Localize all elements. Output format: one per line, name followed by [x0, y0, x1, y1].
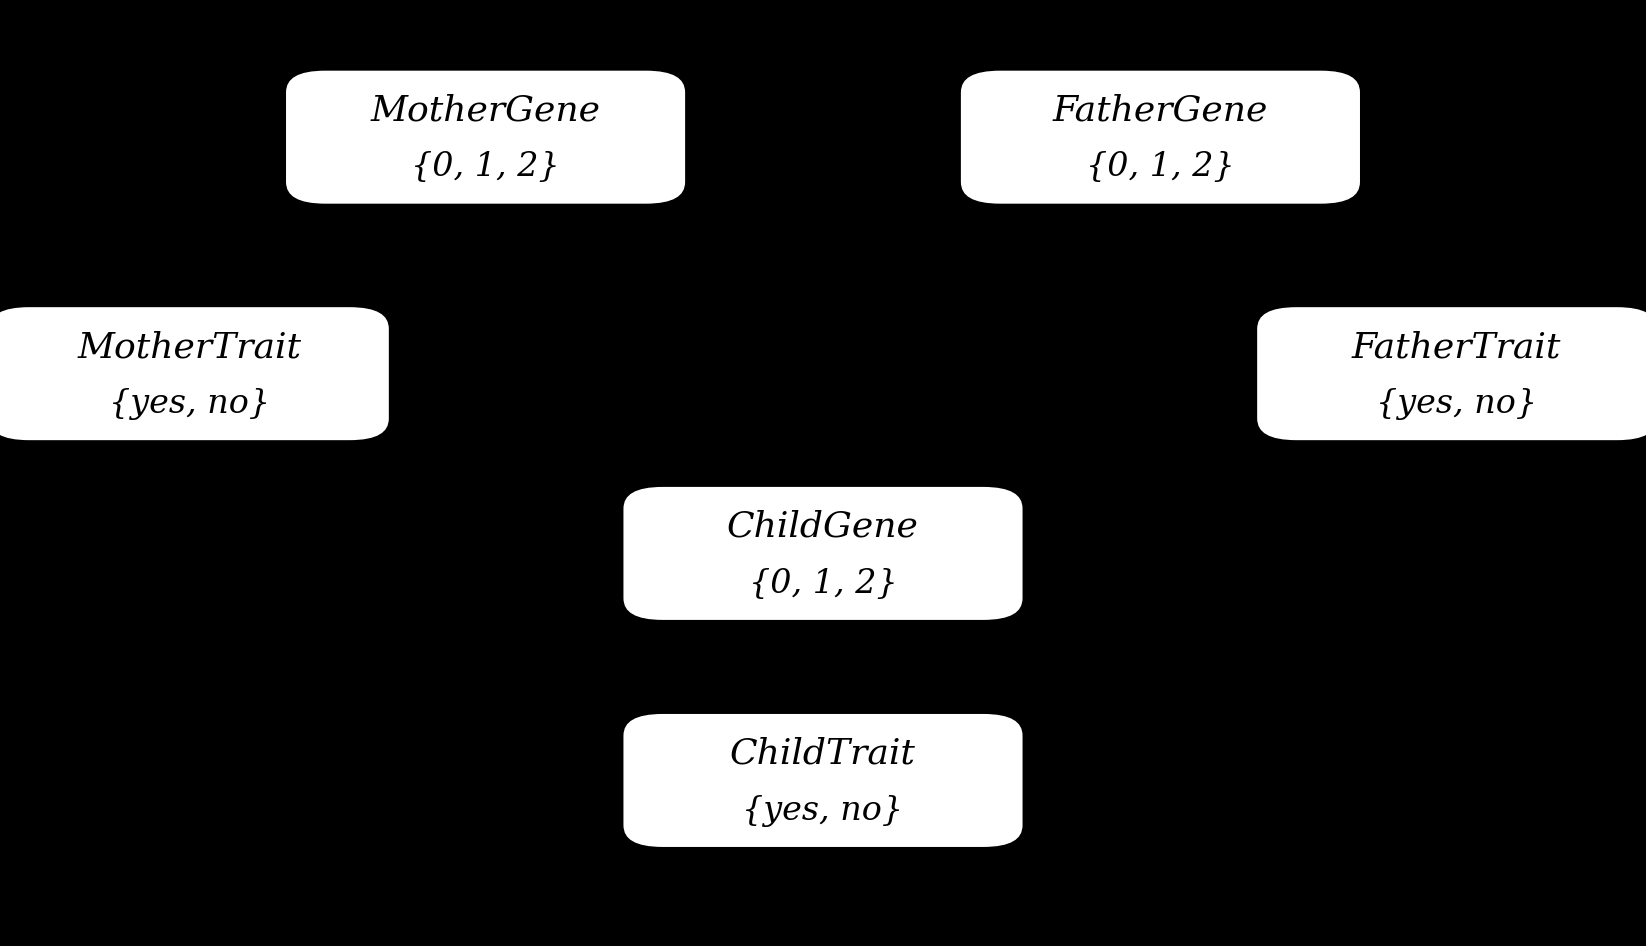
FancyBboxPatch shape — [0, 305, 390, 443]
Text: ChildGene: ChildGene — [728, 510, 918, 544]
Text: {yes, no}: {yes, no} — [742, 795, 904, 827]
FancyBboxPatch shape — [958, 69, 1363, 206]
Text: FatherTrait: FatherTrait — [1351, 330, 1562, 364]
FancyBboxPatch shape — [621, 485, 1024, 622]
Text: MotherTrait: MotherTrait — [77, 330, 301, 364]
FancyBboxPatch shape — [283, 69, 686, 206]
Text: {0, 1, 2}: {0, 1, 2} — [1086, 151, 1234, 184]
Text: {0, 1, 2}: {0, 1, 2} — [749, 568, 897, 600]
Text: FatherGene: FatherGene — [1053, 94, 1267, 128]
FancyBboxPatch shape — [621, 712, 1024, 850]
Text: ChildTrait: ChildTrait — [731, 737, 915, 771]
Text: MotherGene: MotherGene — [370, 94, 601, 128]
Text: {yes, no}: {yes, no} — [109, 388, 270, 420]
FancyBboxPatch shape — [1254, 305, 1646, 443]
Text: {yes, no}: {yes, no} — [1376, 388, 1537, 420]
Text: {0, 1, 2}: {0, 1, 2} — [412, 151, 560, 184]
